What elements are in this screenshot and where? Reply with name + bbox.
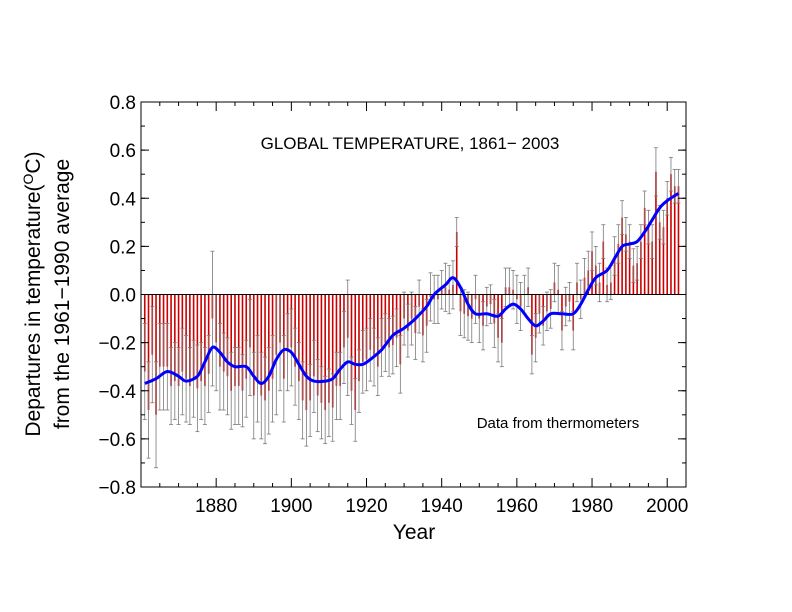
smoothed-series-line [144,192,680,386]
x-tick-label: 1960 [496,496,538,517]
bar [670,174,672,295]
chart-title: GLOBAL TEMPERATURE, 1861− 2003 [261,134,560,153]
data-source-annotation: Data from thermometers [477,415,640,432]
bar [658,222,661,295]
bar [358,294,360,382]
y-axis-title: Departures in temperature(OC) from the 1… [20,151,74,436]
y-tick-label: 0.2 [110,237,136,258]
bar [621,217,623,295]
bar [617,243,620,295]
ticks-layer [141,101,686,488]
x-tick-label: 1940 [421,496,463,517]
bar [174,294,176,382]
bar [252,294,255,396]
bar [625,234,627,295]
bar [245,294,248,379]
bar [647,227,650,295]
bar [226,294,229,377]
bar [301,294,304,401]
bar [313,294,315,377]
bar [305,294,308,410]
bar [662,227,665,295]
bar [204,294,206,386]
y-axis-title-line2: from the 1961−1990 average [51,159,74,429]
y-axis-title-unit: C) [22,151,45,173]
bar [241,294,244,391]
bar [354,294,357,410]
y-axis-title-line1: Departures in temperature(OC) [20,151,45,436]
y-tick-labels: −0.8 −0.6 −0.4 −0.2 0.0 0.2 0.4 0.6 0.8 [98,93,136,499]
bar [628,241,631,295]
bar [267,294,270,391]
y-tick-label: 0.6 [110,141,136,162]
y-tick-label: −0.6 [98,430,136,451]
bar [230,294,233,391]
bar [200,294,202,382]
bar [376,294,379,367]
y-axis-title-text: Departures in temperature( [22,184,45,436]
bar [602,241,605,295]
bar [316,294,319,396]
bar [455,231,458,295]
bar [365,294,368,360]
bar [309,294,311,401]
x-axis-title: Year [393,521,435,544]
bar [234,294,236,386]
bar [189,294,191,386]
bar [666,198,669,295]
y-tick-label: 0.4 [110,189,137,210]
x-tick-labels: 1880 1900 1920 1940 1960 1980 2000 [195,496,688,517]
bar [591,251,593,295]
bar [147,294,150,410]
bar [328,294,330,403]
x-tick-label: 2000 [646,496,688,517]
bar [339,294,342,386]
bar [196,294,199,389]
bar [170,294,172,386]
bar [331,294,334,408]
y-tick-label: 0.8 [110,93,136,114]
bar [207,294,210,374]
y-tick-label: −0.2 [98,334,136,355]
bar [640,241,642,295]
bar [673,186,676,295]
x-tick-label: 1980 [571,496,613,517]
y-tick-label: −0.8 [98,478,136,499]
y-axis-title-superscript: O [20,173,36,184]
bar [361,294,364,362]
bar [237,294,240,386]
bar [264,294,266,401]
bar [643,207,646,295]
bar [298,294,300,382]
y-tick-label: 0.0 [110,286,136,307]
bar [320,294,323,403]
x-tick-label: 1900 [270,496,312,517]
bar [350,294,353,391]
bar [677,186,680,295]
bar [335,294,338,386]
y-tick-label: −0.4 [98,382,136,403]
bar [655,171,657,295]
bar [177,294,180,386]
x-tick-label: 1880 [195,496,237,517]
bar [260,294,263,396]
bar [373,294,375,358]
bar [324,294,326,410]
bar [651,241,653,295]
bar [155,294,157,415]
x-tick-label: 1920 [345,496,387,517]
bar [192,294,195,379]
